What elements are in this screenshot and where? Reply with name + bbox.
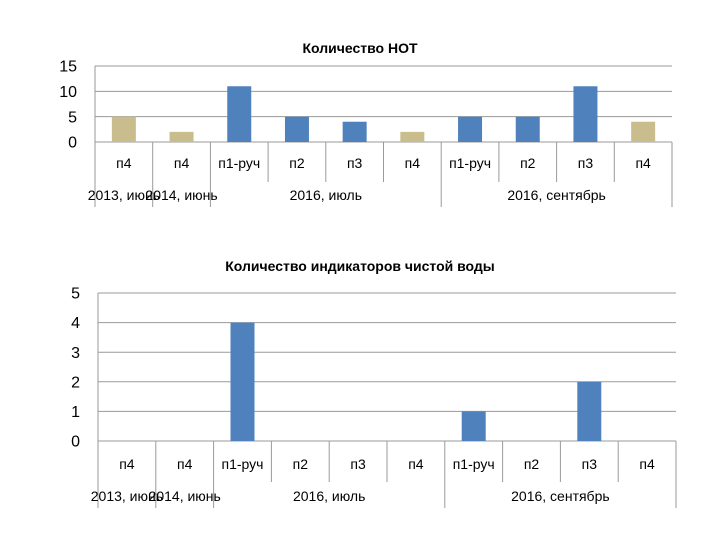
y-tick-label: 10: [59, 84, 77, 101]
y-tick-label: 5: [71, 286, 80, 303]
group-label: 2016, июль: [293, 488, 365, 504]
category-label: п2: [524, 456, 540, 472]
bar: [515, 116, 540, 142]
y-tick-label: 15: [59, 59, 77, 76]
category-label: п4: [405, 155, 421, 171]
category-label: п4: [639, 456, 655, 472]
bar: [631, 121, 656, 142]
chart-svg: 0 1 2 3 4 5 п4 п4 п1-руч п2 п3 п4 п1-руч п2 п3 п4 2013, …: [71, 286, 677, 508]
bar: [400, 131, 425, 142]
y-tick-label: 0: [68, 135, 77, 152]
category-label: п1-руч: [453, 456, 495, 472]
group-label: 2014, июнь: [145, 187, 217, 203]
group-label: 2016, сентябрь: [511, 488, 610, 504]
category-label: п2: [293, 456, 309, 472]
y-tick-label: 5: [68, 109, 77, 126]
category-label: п4: [408, 456, 424, 472]
y-tick-label: 1: [71, 404, 80, 421]
category-label: п3: [347, 155, 363, 171]
category-label: п3: [578, 155, 594, 171]
chart-not-count: Количество НОТ 0 5 10 15 п4 п4 п1-руч п2 п3 п4 п1-…: [0, 0, 720, 215]
bar: [227, 86, 252, 142]
y-tick-label: 2: [71, 374, 80, 391]
bar: [573, 86, 598, 142]
category-label: п1-руч: [449, 155, 491, 171]
bar: [111, 116, 136, 142]
group-label: 2013, июнь: [91, 488, 163, 504]
y-tick-label: 4: [71, 315, 80, 332]
chart-water-indicators: Количество индикаторов чистой воды 0 1 2 3 4…: [0, 250, 720, 525]
category-label: п4: [119, 456, 135, 472]
bar: [169, 131, 194, 142]
category-label: п4: [177, 456, 193, 472]
category-label: п2: [520, 155, 536, 171]
bar: [458, 116, 483, 142]
category-label: п4: [635, 155, 651, 171]
category-label: п1-руч: [222, 456, 264, 472]
group-label: 2014, июнь: [149, 488, 221, 504]
bar: [230, 322, 255, 441]
category-label: п1-руч: [218, 155, 260, 171]
category-label: п3: [350, 456, 366, 472]
chart-title: Количество НОТ: [302, 40, 418, 56]
group-label: 2013, июнь: [88, 187, 160, 203]
chart-svg: 0 5 10 15 п4 п4 п1-руч п2 п3 п4 п1-руч п2 п3 п4 2013, …: [59, 59, 673, 207]
category-label: п2: [289, 155, 305, 171]
bar: [461, 411, 486, 441]
bar: [284, 116, 309, 142]
category-label: п4: [116, 155, 132, 171]
bar: [342, 121, 367, 142]
chart-title: Количество индикаторов чистой воды: [225, 258, 495, 274]
group-label: 2016, сентябрь: [507, 187, 606, 203]
y-tick-label: 0: [71, 434, 80, 451]
bar: [577, 381, 602, 441]
y-tick-label: 3: [71, 345, 80, 362]
group-label: 2016, июль: [290, 187, 362, 203]
category-label: п3: [582, 456, 598, 472]
category-label: п4: [174, 155, 190, 171]
